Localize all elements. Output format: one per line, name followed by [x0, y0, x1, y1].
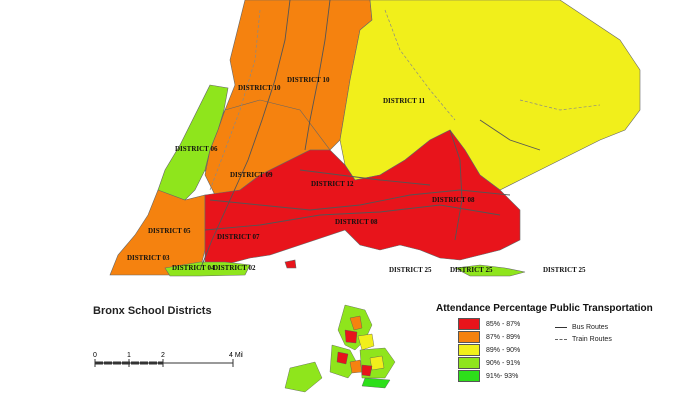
- legend-label: 91%- 93%: [486, 372, 519, 380]
- district-label: DISTRICT 08: [432, 196, 475, 204]
- district-label: DISTRICT 10: [287, 76, 330, 84]
- scale-tick-3: 4 Miles: [229, 352, 243, 359]
- district-label: DISTRICT 09: [230, 171, 273, 179]
- scale-tick-1: 1: [127, 352, 131, 359]
- scale-tick-2: 2: [161, 352, 165, 359]
- district-label: DISTRICT 03: [127, 254, 170, 262]
- district-label: DISTRICT 04: [172, 264, 215, 272]
- legend-swatch: [458, 370, 480, 382]
- legend: 85% - 87% 87% - 89% 89% - 90% 90% - 91% …: [458, 318, 520, 383]
- scale-tick-0: 0: [93, 352, 97, 359]
- route-label: Bus Routes: [572, 323, 609, 331]
- district-label: DISTRICT 12: [311, 180, 354, 188]
- route-legend: Bus Routes Train Routes: [555, 321, 612, 345]
- legend-title: Attendance Percentage Public Transportat…: [436, 303, 653, 314]
- district-label: DISTRICT 10: [238, 84, 281, 92]
- legend-item: 90% - 91%: [458, 357, 520, 369]
- district-02-region: [164, 261, 251, 277]
- legend-swatch: [458, 318, 480, 330]
- legend-label: 90% - 91%: [486, 359, 521, 367]
- bus-route-symbol: [555, 326, 567, 328]
- legend-swatch: [458, 357, 480, 369]
- train-lines: [209, 9, 601, 191]
- scale-bar: 0 1 2 4 Miles: [93, 349, 252, 379]
- legend-label: 87% - 89%: [486, 333, 521, 341]
- legend-swatch: [458, 331, 480, 343]
- train-route-symbol: [555, 338, 567, 340]
- legend-item: 89% - 90%: [458, 344, 520, 356]
- district-label: DISTRICT 25: [543, 266, 586, 274]
- red-islet: [284, 259, 297, 269]
- route-legend-item: Train Routes: [555, 333, 612, 345]
- district-label: DISTRICT 25: [389, 266, 432, 274]
- route-legend-item: Bus Routes: [555, 321, 612, 333]
- legend-item: 87% - 89%: [458, 331, 520, 343]
- route-lines: [199, 0, 541, 271]
- legend-item: 85% - 87%: [458, 318, 520, 330]
- district-label: DISTRICT 11: [383, 97, 426, 105]
- district-label: DISTRICT 07: [217, 233, 260, 241]
- district-25-island: [454, 264, 526, 277]
- district-label: DISTRICT 05: [148, 227, 191, 235]
- district-label: DISTRICT 08: [335, 218, 378, 226]
- district-label: DISTRICT 25: [450, 266, 493, 274]
- district-06-region: [157, 84, 229, 201]
- route-label: Train Routes: [572, 335, 612, 343]
- district-label: DISTRICT 06: [175, 145, 218, 153]
- legend-item: 91%- 93%: [458, 370, 520, 382]
- legend-label: 89% - 90%: [486, 346, 521, 354]
- district-red-region: [204, 129, 521, 266]
- district-11-region: [339, 0, 641, 191]
- district-label: DISTRICT 02: [213, 264, 256, 272]
- map-title: Bronx School Districts: [93, 305, 212, 317]
- nyc-inset-map: [284, 304, 396, 393]
- legend-label: 85% - 87%: [486, 320, 521, 328]
- legend-swatch: [458, 344, 480, 356]
